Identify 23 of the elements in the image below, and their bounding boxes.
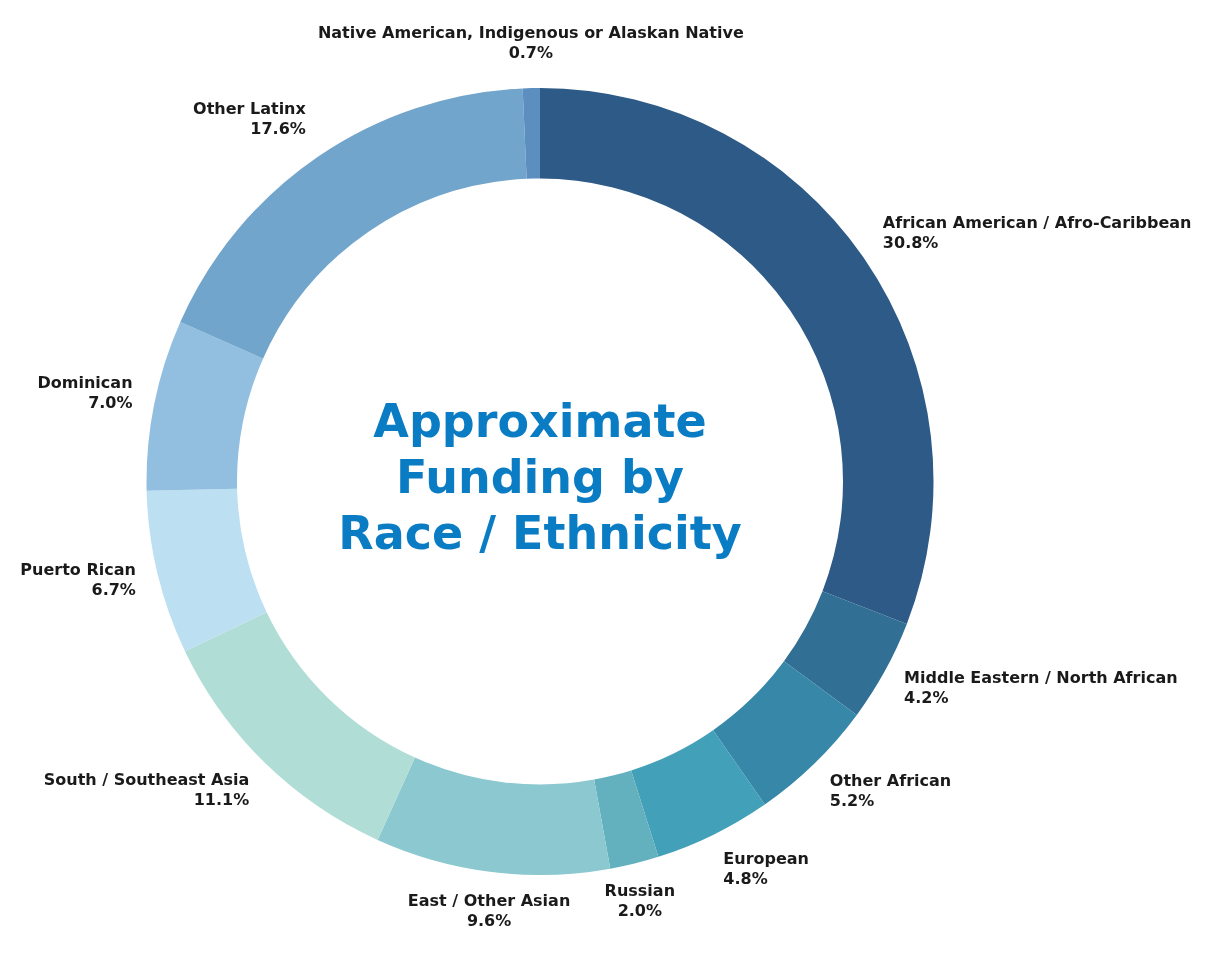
data-label: 2.0% [617, 901, 663, 921]
slice-label: Middle Eastern / North African [904, 668, 1178, 688]
data-label: 4.8% [723, 869, 768, 889]
data-label: 0.7% [508, 43, 554, 63]
text: Approximate Funding by Race / Ethnicity [338, 394, 742, 561]
slice-label: African American / Afro-Caribbean [882, 212, 1192, 232]
slice-label: Russian [604, 881, 676, 901]
data-label: 7.0% [88, 393, 133, 413]
data-label: 9.6% [466, 910, 512, 930]
slice-label: Dominican [37, 373, 133, 393]
slice-label: South / Southeast Asia [43, 769, 250, 789]
data-label: 4.2% [904, 688, 949, 708]
data-label: 5.2% [829, 790, 875, 810]
slice-label: Other African [829, 770, 952, 790]
slice-label: European [723, 849, 810, 869]
slice-label: Puerto Rican [20, 559, 136, 579]
slice-label: Native American, Indigenous or Alaskan Native [317, 23, 744, 43]
data-label: 17.6% [250, 118, 306, 138]
data-label: 6.7% [91, 579, 136, 599]
slice-label: East / Other Asian [407, 890, 571, 910]
slice-label: Other Latinx [193, 98, 307, 118]
data-label: 11.1% [193, 789, 250, 809]
data-label: 30.8% [882, 232, 939, 252]
